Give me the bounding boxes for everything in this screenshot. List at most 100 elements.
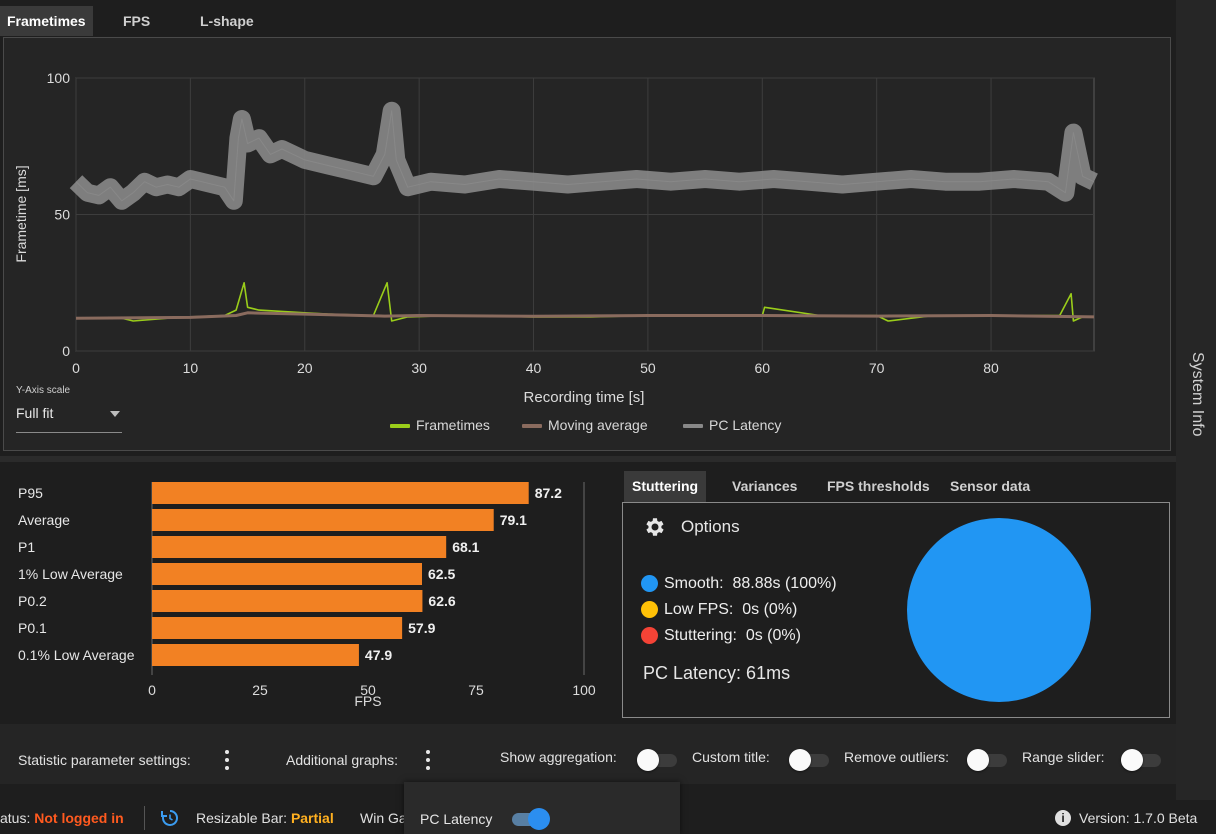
remove-outliers-toggle[interactable]	[967, 749, 1007, 771]
low-fps-dot	[641, 601, 658, 619]
series-pc-latency	[69, 101, 1098, 210]
bar-row: 0.1% Low Average 47.9	[18, 644, 392, 666]
stat-value: 0s (0%)	[745, 627, 801, 644]
show-aggregation-label: Show aggregation:	[500, 749, 617, 765]
x-tick-label: 50	[640, 360, 656, 376]
win-game-label: Win Ga	[360, 810, 407, 826]
y-axis-label: Frametime [ms]	[13, 165, 29, 262]
fps-tick-label: 0	[148, 682, 156, 698]
stat-value: 88.88s (100%)	[732, 575, 837, 592]
legend-swatch-moving-average	[522, 424, 542, 429]
fps-tick-label: 25	[252, 682, 268, 698]
info-icon: i	[1055, 810, 1071, 826]
bar-value-label: 79.1	[500, 512, 527, 528]
login-status-value[interactable]: Not logged in	[34, 810, 124, 826]
pc-latency-readout: PC Latency: 61ms	[643, 663, 791, 683]
login-status: atus: Not logged in	[0, 810, 124, 826]
x-tick-label: 80	[983, 360, 999, 376]
login-status-label: atus:	[0, 810, 31, 826]
fps-bar	[152, 644, 359, 666]
legend-label: Frametimes	[416, 417, 490, 433]
frametime-chart: 0 10 20 30 40 50 60 70 80 0 50 100 Recording time […	[13, 70, 1098, 406]
bar-row: P0.2 62.6	[18, 590, 456, 612]
tab-frametimes[interactable]: Frametimes	[0, 6, 93, 36]
tab-fps[interactable]: FPS	[123, 13, 151, 29]
panel-divider[interactable]	[0, 456, 1176, 462]
pc-latency-toggle[interactable]	[512, 808, 552, 830]
tab-stuttering[interactable]: Stuttering	[624, 471, 707, 502]
fps-tick-label: 75	[468, 682, 484, 698]
bar-row: P1 68.1	[18, 536, 480, 558]
resizable-bar-value: Partial	[290, 810, 334, 826]
bar-category-label: Average	[18, 512, 70, 528]
stat-value: 0s (0%)	[742, 601, 798, 618]
x-tick-label: 0	[72, 360, 80, 376]
y-tick-label: 0	[62, 343, 70, 359]
version-info: Version: 1.7.0 Beta	[1079, 810, 1197, 826]
tab-variances[interactable]: Variances	[732, 478, 798, 494]
bar-category-label: 1% Low Average	[18, 566, 123, 582]
fps-tick-label: 50	[360, 682, 376, 698]
statistic-settings-menu-icon[interactable]	[223, 750, 231, 772]
y-axis-scale-select[interactable]: Full fit	[16, 401, 122, 433]
additional-graphs-menu-icon[interactable]	[424, 750, 432, 772]
x-tick-label: 20	[297, 360, 313, 376]
bar-row: P0.1 57.9	[18, 617, 436, 639]
system-info-label: System Info	[1189, 352, 1206, 437]
fps-bar	[152, 590, 423, 612]
show-aggregation-toggle[interactable]	[637, 749, 677, 771]
fps-tick-label: 100	[572, 682, 596, 698]
tab-sensor-data[interactable]: Sensor data	[950, 478, 1031, 494]
statistic-settings-label: Statistic parameter settings:	[18, 752, 191, 768]
bar-row: 1% Low Average 62.5	[18, 563, 455, 585]
legend-item-pc-latency[interactable]: PC Latency	[683, 417, 781, 435]
fps-bar	[152, 482, 529, 504]
x-tick-label: 30	[411, 360, 427, 376]
bar-category-label: P1	[18, 539, 35, 555]
legend-label: PC Latency	[709, 417, 782, 433]
series-line	[75, 311, 1095, 320]
x-tick-label: 60	[755, 360, 771, 376]
x-tick-label: 10	[183, 360, 199, 376]
side-panel-strip	[1176, 0, 1216, 800]
status-divider	[144, 806, 145, 830]
stat-label: Low FPS:	[664, 601, 734, 618]
stat-row-low-fps: Low FPS: 0s (0%)	[641, 600, 797, 620]
fps-bar	[152, 563, 422, 585]
refresh-icon[interactable]	[160, 808, 180, 828]
stat-row-smooth: Smooth: 88.88s (100%)	[641, 574, 837, 594]
stuttering-dot	[641, 627, 658, 645]
y-tick-label: 50	[54, 207, 70, 223]
bar-category-label: P0.1	[18, 620, 47, 636]
legend-swatch-pc-latency	[683, 424, 703, 429]
frametime-chart-panel: 0 10 20 30 40 50 60 70 80 0 50 100 Recording time […	[3, 37, 1171, 451]
series-moving-average	[75, 311, 1095, 320]
legend-item-frametimes[interactable]: Frametimes	[390, 417, 490, 435]
x-tick-label: 40	[526, 360, 542, 376]
fps-bar-chart: P95 87.2 Average 79.1 P1 68.1 1% Low Average 62…	[18, 482, 596, 709]
series-line	[75, 110, 1095, 202]
y-axis-scale-value: Full fit	[16, 405, 54, 421]
bar-value-label: 57.9	[408, 620, 435, 636]
stuttering-panel: Options Smooth: 88.88s (100%) Low FPS: 0…	[622, 502, 1170, 718]
fps-axis-label: FPS	[354, 693, 381, 709]
bar-value-label: 47.9	[365, 647, 392, 663]
additional-graphs-label: Additional graphs:	[286, 752, 399, 768]
resizable-bar-label: Resizable Bar:	[196, 810, 288, 826]
fps-bar	[152, 536, 447, 558]
range-slider-toggle[interactable]	[1121, 749, 1161, 771]
stuttering-pie-chart	[907, 518, 1091, 702]
system-info-toggle[interactable]: System Info	[1176, 340, 1216, 460]
stat-label: Stuttering:	[664, 627, 737, 644]
bar-category-label: 0.1% Low Average	[18, 647, 135, 663]
chart-tabs: Frametimes FPS L-shape	[0, 0, 1176, 37]
legend-label: Moving average	[548, 417, 648, 433]
resizable-bar-status: Resizable Bar: Partial	[196, 810, 334, 826]
legend-item-moving-average[interactable]: Moving average	[522, 417, 648, 435]
latency-band	[69, 101, 1098, 210]
tab-l-shape[interactable]: L-shape	[200, 13, 254, 29]
tab-fps-thresholds[interactable]: FPS thresholds	[827, 478, 930, 494]
bar-value-label: 62.6	[428, 593, 455, 609]
bar-category-label: P0.2	[18, 593, 47, 609]
custom-title-toggle[interactable]	[789, 749, 829, 771]
